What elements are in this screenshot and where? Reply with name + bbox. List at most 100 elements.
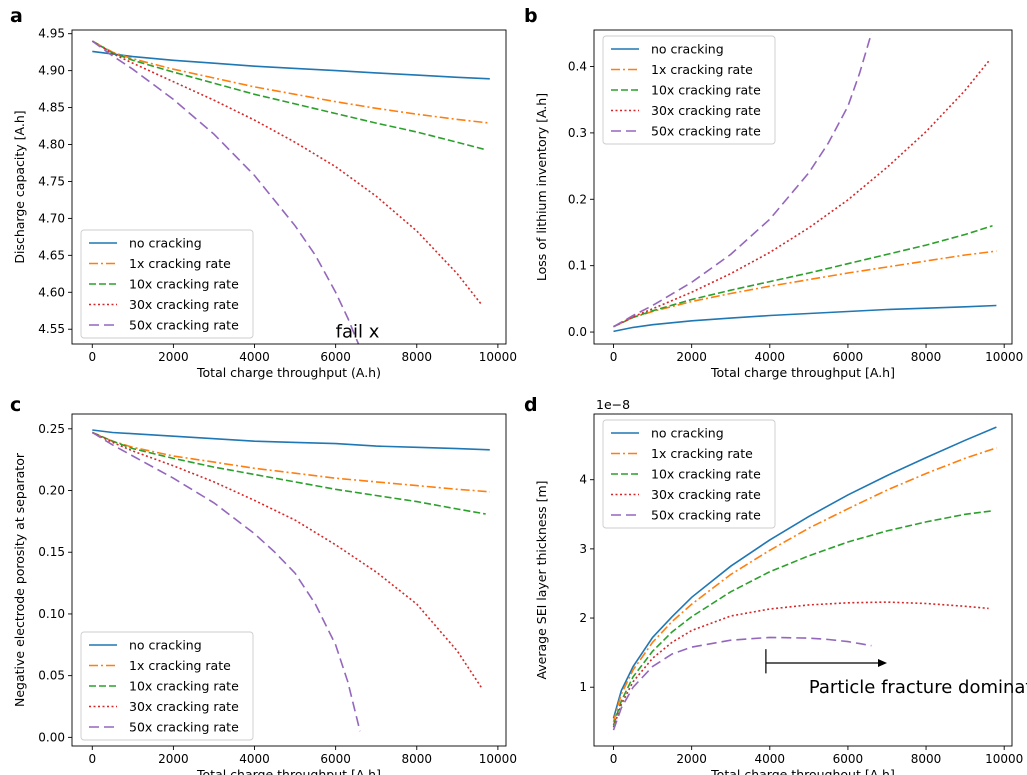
series-group xyxy=(91,40,490,344)
y-tick-label: 0.4 xyxy=(568,60,587,74)
legend-entry: 1x cracking rate xyxy=(129,256,231,271)
legend-entry: no cracking xyxy=(651,42,724,57)
series-group xyxy=(613,33,997,333)
y-tick-label: 4.85 xyxy=(38,101,65,115)
series-line-10x xyxy=(612,510,993,726)
legend-entry: 10x cracking rate xyxy=(129,679,239,694)
y-tick-label: 0.0 xyxy=(568,325,587,339)
axes-frame xyxy=(593,413,1013,747)
series-line-no-cracking xyxy=(613,304,997,333)
y-tick-label: 4.80 xyxy=(38,138,65,152)
legend-entry: 30x cracking rate xyxy=(129,297,239,312)
series-line-1x xyxy=(91,40,490,124)
x-tick-label: 6000 xyxy=(320,752,351,766)
series-line-1x xyxy=(91,431,490,493)
x-tick-label: 0 xyxy=(610,350,618,364)
series-line-50x xyxy=(613,33,873,328)
x-tick-label: 4000 xyxy=(755,350,786,364)
y-tick-label: 1 xyxy=(579,680,587,694)
series-line-30x xyxy=(612,601,989,728)
x-tick-label: 8000 xyxy=(401,350,432,364)
panel-d: d 0 2000 4000 6000 8000 10000 1 2 3 4 Total charge … xyxy=(524,394,1027,775)
panel-letter: c xyxy=(10,394,21,416)
legend: no cracking 1x cracking rate 10x cracking … xyxy=(80,631,254,741)
x-tick-label: 2000 xyxy=(676,752,707,766)
x-tick-label: 4000 xyxy=(239,350,270,364)
x-axis-label: Total charge throughput [A.h] xyxy=(196,767,381,775)
legend-entry: 30x cracking rate xyxy=(129,699,239,714)
legend-frame xyxy=(80,229,254,339)
series-line-no-cracking xyxy=(92,50,490,80)
y-tick-label: 3 xyxy=(579,542,587,556)
y-tick-label: 4.70 xyxy=(38,211,65,225)
y-tick-label: 0.05 xyxy=(38,669,65,683)
legend: no cracking 1x cracking rate 10x cracking … xyxy=(80,229,254,339)
series-group xyxy=(91,429,490,732)
x-tick-label: 2000 xyxy=(676,350,707,364)
x-tick-label: 6000 xyxy=(833,350,864,364)
y-tick-label: 4 xyxy=(579,473,587,487)
x-tick-label: 8000 xyxy=(401,752,432,766)
x-tick-label: 4000 xyxy=(239,752,270,766)
y-tick-label: 4.95 xyxy=(38,27,65,41)
series-line-10x xyxy=(91,40,486,151)
series-line-no-cracking xyxy=(612,426,997,719)
series-line-1x xyxy=(612,447,997,723)
y-tick-label: 0.1 xyxy=(568,259,587,273)
series-line-30x xyxy=(91,40,483,306)
x-tick-label: 8000 xyxy=(911,350,942,364)
series-group xyxy=(612,426,997,731)
x-tick-label: 0 xyxy=(610,752,618,766)
legend-entry: 1x cracking rate xyxy=(651,62,753,77)
series-line-1x xyxy=(613,250,997,328)
legend-entry: 1x cracking rate xyxy=(651,446,753,461)
legend-entry: 50x cracking rate xyxy=(651,124,761,139)
legend-entry: 50x cracking rate xyxy=(129,720,239,735)
panel-a: a 0 2000 4000 6000 8000 10000 4.55 4.60 4.65 4.70 4… xyxy=(10,5,517,380)
y-axis-label: Average SEI layer thickness [m] xyxy=(534,480,549,679)
y-tick-label: 2 xyxy=(579,611,587,625)
series-line-50x xyxy=(612,636,872,731)
legend-entry: 50x cracking rate xyxy=(129,318,239,333)
axes-frame xyxy=(71,29,507,345)
x-tick-label: 10000 xyxy=(985,350,1023,364)
y-tick-label: 0.10 xyxy=(38,607,65,621)
x-tick-label: 8000 xyxy=(911,752,942,766)
y-tick-label: 4.55 xyxy=(38,322,65,336)
panel-c: c 0 2000 4000 6000 8000 10000 0.00 0.05 0.10 0.15 0… xyxy=(10,394,517,775)
series-line-50x xyxy=(91,431,361,732)
panel-letter: b xyxy=(524,5,538,27)
legend-entry: 50x cracking rate xyxy=(651,508,761,523)
legend-entry: 30x cracking rate xyxy=(651,103,761,118)
series-line-30x xyxy=(91,431,483,689)
axes-frame xyxy=(71,413,507,747)
legend-frame xyxy=(80,631,254,741)
legend-entry: no cracking xyxy=(129,638,202,653)
legend-entry: 10x cracking rate xyxy=(651,83,761,98)
y-tick-label: 0.3 xyxy=(568,126,587,140)
x-tick-label: 2000 xyxy=(158,350,189,364)
y-tick-label: 0.15 xyxy=(38,545,65,559)
legend-entry: no cracking xyxy=(651,426,724,441)
y-offset-label: 1e−8 xyxy=(596,397,630,412)
legend-frame xyxy=(602,419,776,529)
y-tick-label: 0.20 xyxy=(38,484,65,498)
arrow-head xyxy=(877,659,887,667)
legend: no cracking 1x cracking rate 10x cracking … xyxy=(602,35,776,145)
y-tick-label: 0.00 xyxy=(38,730,65,744)
x-axis-label: Total charge throughput (A.h) xyxy=(196,365,381,380)
x-tick-label: 2000 xyxy=(158,752,189,766)
x-tick-label: 6000 xyxy=(833,752,864,766)
series-line-10x xyxy=(91,431,486,515)
annotation-text: fail x xyxy=(336,321,380,342)
axes-frame xyxy=(593,29,1013,345)
legend-entry: 1x cracking rate xyxy=(129,658,231,673)
annotation-text: Particle fracture dominates xyxy=(809,677,1027,698)
y-axis-label: Discharge capacity [A.h] xyxy=(12,110,27,263)
x-tick-label: 10000 xyxy=(479,752,517,766)
series-line-10x xyxy=(613,225,993,328)
legend-frame xyxy=(602,35,776,145)
x-axis-label: Total charge throughput [A.h] xyxy=(710,365,895,380)
y-tick-label: 0.25 xyxy=(38,422,65,436)
